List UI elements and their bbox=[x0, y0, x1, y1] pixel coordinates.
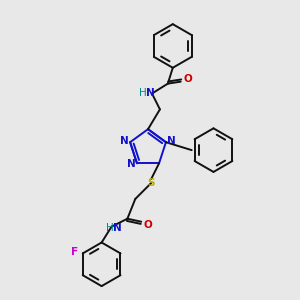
Text: H: H bbox=[139, 88, 147, 98]
Text: N: N bbox=[113, 223, 122, 232]
Text: H: H bbox=[106, 223, 113, 232]
Text: N: N bbox=[167, 136, 176, 146]
Text: N: N bbox=[146, 88, 154, 98]
Text: O: O bbox=[183, 74, 192, 84]
Text: N: N bbox=[120, 136, 128, 146]
Text: N: N bbox=[127, 159, 135, 169]
Text: O: O bbox=[144, 220, 153, 230]
Text: S: S bbox=[147, 178, 155, 188]
Text: F: F bbox=[71, 248, 78, 257]
